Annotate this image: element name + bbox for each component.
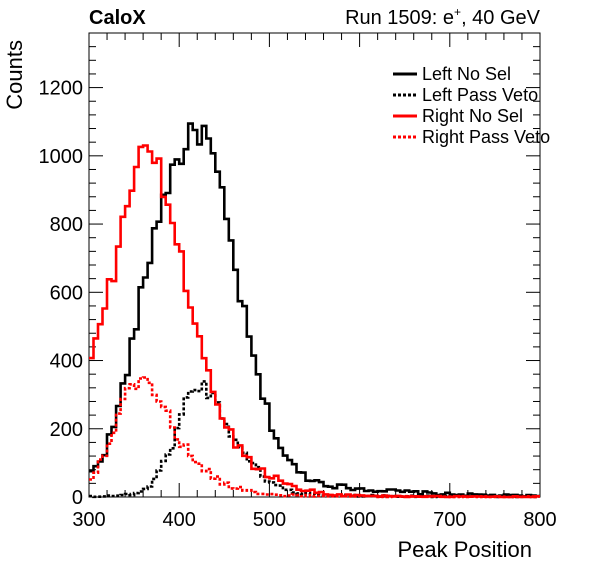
series-right-no-sel xyxy=(89,144,540,499)
y-axis-title: Counts xyxy=(2,40,27,110)
run-particle-sup: + xyxy=(454,5,461,19)
x-tick-label: 800 xyxy=(523,509,556,531)
experiment-label: CaloX xyxy=(89,7,146,29)
y-tick-label: 800 xyxy=(50,214,83,236)
legend-label: Left No Sel xyxy=(422,64,511,84)
y-tick-label: 1000 xyxy=(39,146,84,168)
x-axis-title: Peak Position xyxy=(397,537,532,562)
histogram-series xyxy=(89,122,540,499)
legend-label: Left Pass Veto xyxy=(422,85,538,105)
x-tick-label: 600 xyxy=(343,509,376,531)
legend-label: Right Pass Veto xyxy=(422,127,550,147)
y-tick-label: 1200 xyxy=(39,78,84,100)
legend-label: Right No Sel xyxy=(422,106,523,126)
x-tick-label: 300 xyxy=(72,509,105,531)
series-left-no-sel xyxy=(89,122,540,498)
x-tick-label: 400 xyxy=(163,509,196,531)
run-prefix: Run 1509: e xyxy=(345,7,454,29)
x-tick-label: 500 xyxy=(253,509,286,531)
y-tick-label: 400 xyxy=(50,351,83,373)
run-suffix: , 40 GeV xyxy=(461,7,541,29)
axis-tick-labels: 300 400 500 600 700 800 0 200 400 600 800 1000 1200 xyxy=(39,78,557,531)
y-tick-label: 600 xyxy=(50,282,83,304)
y-tick-label: 200 xyxy=(50,419,83,441)
run-label: Run 1509: e+, 40 GeV xyxy=(345,5,541,29)
series-right-pass-veto xyxy=(89,376,540,499)
x-tick-label: 700 xyxy=(433,509,466,531)
y-tick-label: 0 xyxy=(72,487,83,509)
axis-ticks xyxy=(88,32,541,498)
